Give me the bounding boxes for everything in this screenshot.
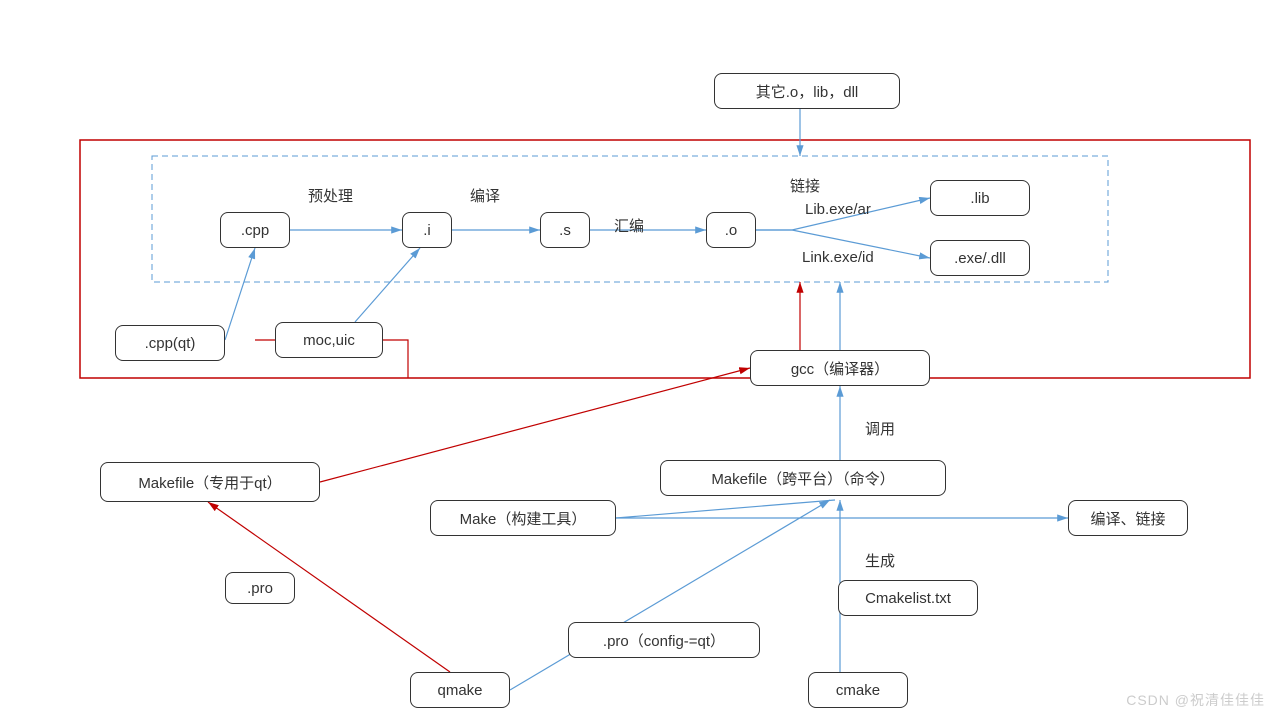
node-makefile-cross: Makefile（跨平台）（命令）: [660, 460, 946, 496]
red-outer-box: [80, 140, 1250, 378]
node-make: Make（构建工具）: [430, 500, 616, 536]
node-qmake: qmake: [410, 672, 510, 708]
node-moc-uic: moc,uic: [275, 322, 383, 358]
node-gcc: gcc（编译器）: [750, 350, 930, 386]
watermark: CSDN @祝清佳佳佳: [1126, 690, 1265, 710]
node-compile-link: 编译、链接: [1068, 500, 1188, 536]
label-generate: 生成: [865, 550, 895, 571]
label-compile: 编译: [470, 185, 500, 206]
node-lib: .lib: [930, 180, 1030, 216]
label-link: 链接: [790, 175, 820, 196]
node-cpp: .cpp: [220, 212, 290, 248]
label-linkexe: Link.exe/id: [802, 249, 874, 266]
node-cpp-qt: .cpp(qt): [115, 325, 225, 361]
node-o: .o: [706, 212, 756, 248]
node-i: .i: [402, 212, 452, 248]
node-cmakelist: Cmakelist.txt: [838, 580, 978, 616]
label-assemble: 汇编: [614, 215, 644, 236]
label-libexe: Lib.exe/ar: [805, 201, 871, 218]
node-pro-cfg: .pro（config-=qt）: [568, 622, 760, 658]
node-makefile-qt: Makefile（专用于qt）: [100, 462, 320, 502]
label-call: 调用: [865, 418, 895, 439]
node-other-o: 其它.o，lib，dll: [714, 73, 900, 109]
node-exe-dll: .exe/.dll: [930, 240, 1030, 276]
node-s: .s: [540, 212, 590, 248]
node-cmake: cmake: [808, 672, 908, 708]
node-pro-qt: .pro: [225, 572, 295, 604]
label-preprocess: 预处理: [308, 185, 353, 206]
